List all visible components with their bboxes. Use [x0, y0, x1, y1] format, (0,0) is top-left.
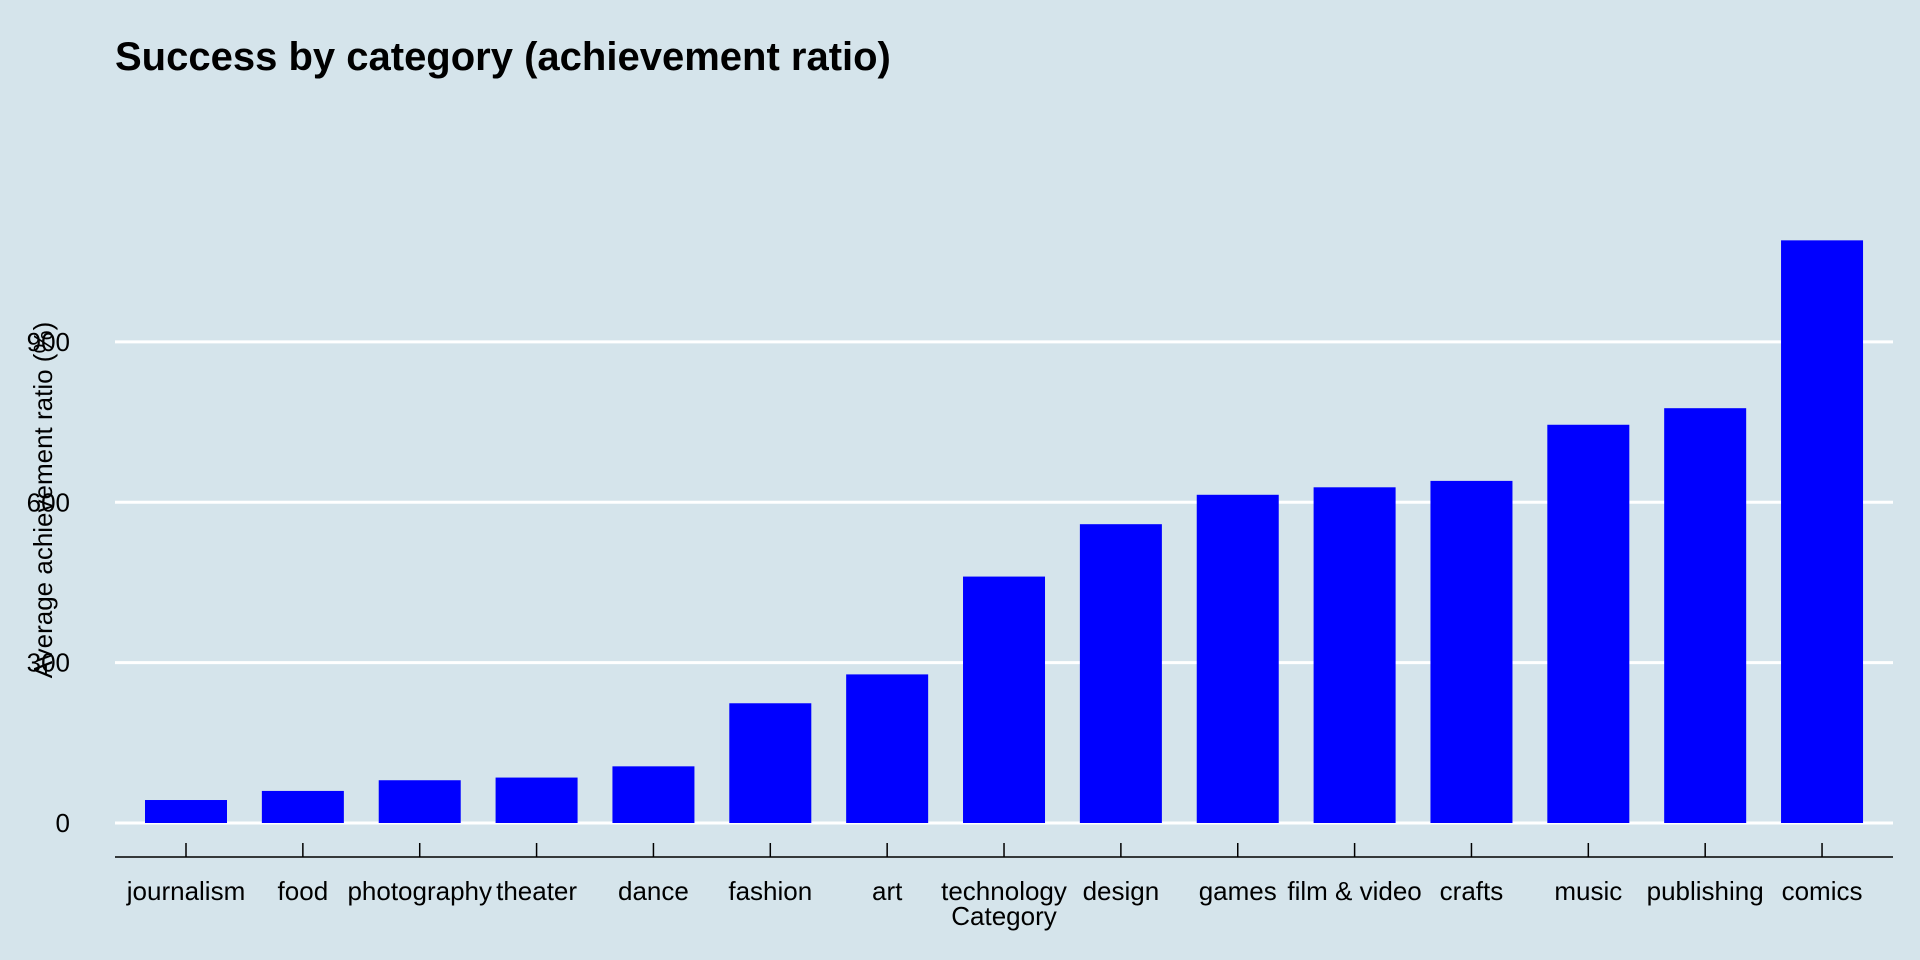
- bar: [1079, 524, 1162, 823]
- bar: [1664, 408, 1747, 823]
- y-axis-title: Average achievement ratio (%): [28, 322, 58, 678]
- x-tick-label: music: [1554, 876, 1622, 906]
- x-tick-label: theater: [496, 876, 577, 906]
- bar: [1781, 240, 1864, 823]
- bar: [1313, 487, 1396, 823]
- x-tick-label: dance: [618, 876, 689, 906]
- bar: [1547, 424, 1630, 823]
- bar: [846, 674, 929, 823]
- x-tick-label: technology: [941, 876, 1067, 906]
- x-tick-label: publishing: [1647, 876, 1764, 906]
- x-tick-label: food: [278, 876, 329, 906]
- x-tick-label: design: [1083, 876, 1160, 906]
- y-tick-label: 900: [27, 327, 70, 357]
- bar: [495, 777, 578, 823]
- x-axis-title: Category: [951, 901, 1057, 931]
- x-tick-label: journalism: [126, 876, 246, 906]
- bar: [145, 800, 227, 823]
- y-tick-label: 600: [27, 487, 70, 517]
- x-tick-label: games: [1199, 876, 1277, 906]
- chart-title: Success by category (achievement ratio): [115, 35, 891, 79]
- x-tick-label: crafts: [1440, 876, 1504, 906]
- x-axis: journalism food photography theater dance fas…: [115, 843, 1893, 906]
- x-tick-label: film & video: [1287, 876, 1421, 906]
- bar: [1430, 480, 1513, 823]
- x-tick-label: photography: [347, 876, 492, 906]
- bar: [378, 780, 461, 823]
- bar: [1196, 494, 1279, 823]
- bar: [729, 703, 812, 823]
- y-axis: 0 300 600 900: [27, 327, 70, 838]
- bars: [145, 240, 1864, 823]
- y-tick-label: 300: [27, 648, 70, 678]
- x-tick-label: fashion: [728, 876, 812, 906]
- bar: [612, 766, 695, 823]
- y-tick-label: 0: [56, 808, 70, 838]
- bar: [261, 790, 344, 823]
- x-tick-label: art: [872, 876, 903, 906]
- bar: [963, 576, 1046, 823]
- x-tick-label: comics: [1782, 876, 1863, 906]
